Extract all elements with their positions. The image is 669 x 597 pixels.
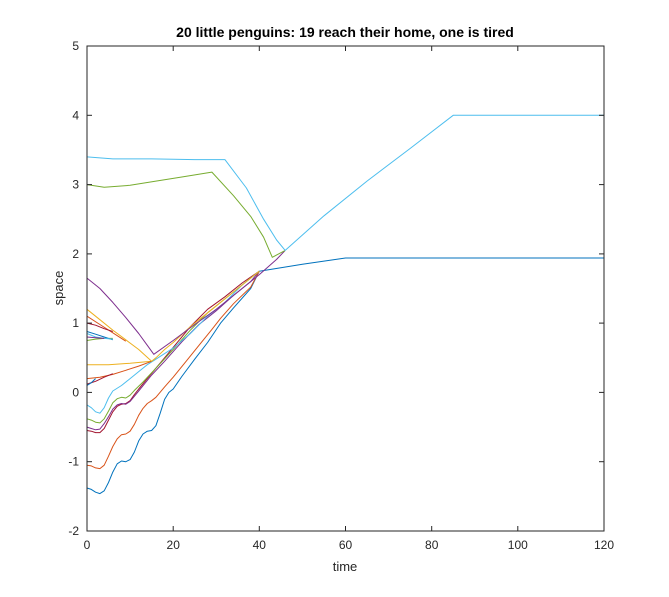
x-tick-label: 100 xyxy=(508,538,528,552)
y-tick-label: -2 xyxy=(68,524,79,538)
y-tick-label: -1 xyxy=(68,455,79,469)
y-tick-label: 3 xyxy=(72,178,79,192)
series-line-18 xyxy=(86,250,286,355)
series-line-5 xyxy=(86,270,260,431)
series-line-19 xyxy=(86,171,286,258)
x-tick-label: 120 xyxy=(594,538,614,552)
series-layer xyxy=(86,114,604,495)
series-line-2 xyxy=(86,270,260,470)
x-tick-label: 0 xyxy=(84,538,91,552)
series-line-1 xyxy=(86,257,604,495)
y-tick-label: 0 xyxy=(72,385,79,399)
x-tick-label: 20 xyxy=(167,538,181,552)
x-tick-label: 40 xyxy=(253,538,267,552)
series-line-6 xyxy=(86,270,260,414)
series-line-14 xyxy=(86,336,105,339)
plot-area xyxy=(87,46,604,531)
y-tick-label: 4 xyxy=(72,108,79,122)
series-line-17 xyxy=(86,308,152,362)
x-tick-label: 60 xyxy=(339,538,353,552)
series-line-16 xyxy=(86,322,113,332)
y-tick-label: 1 xyxy=(72,316,79,330)
series-line-3 xyxy=(86,270,260,434)
tick-layer: 0 20 40 60 80 100 120 -2 -1 0 1 2 3 4 5 xyxy=(68,39,614,552)
series-line-20 xyxy=(86,114,604,251)
series-line-7 xyxy=(87,270,260,366)
series-line-10 xyxy=(86,378,96,386)
y-tick-label: 2 xyxy=(72,247,79,261)
series-line-15 xyxy=(86,315,127,342)
series-line-8 xyxy=(86,360,152,380)
x-tick-label: 80 xyxy=(425,538,439,552)
x-axis-label: time xyxy=(333,559,358,574)
y-tick-label: 5 xyxy=(72,39,79,53)
chart-title: 20 little penguins: 19 reach their home,… xyxy=(176,24,514,40)
y-axis-label: space xyxy=(51,271,66,306)
